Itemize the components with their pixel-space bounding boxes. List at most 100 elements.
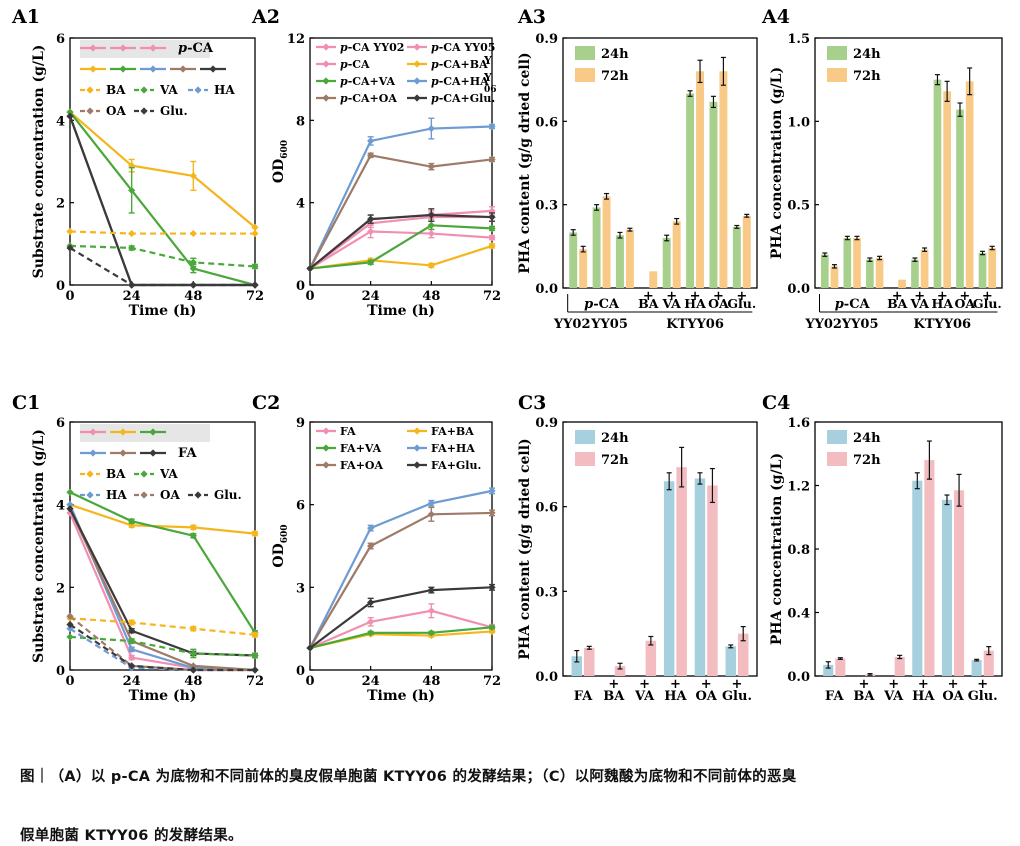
data-point — [66, 633, 74, 641]
data-point — [427, 629, 435, 637]
y-tick-label: 0.0 — [535, 670, 558, 685]
x-tick-label: 0 — [305, 289, 314, 304]
data-point — [427, 163, 435, 171]
category-label: OA — [708, 296, 729, 311]
panel-label-A1: A1 — [11, 6, 40, 28]
legend-overflow-text: Y — [483, 54, 492, 67]
bar — [649, 271, 658, 288]
panel-label-C1: C1 — [12, 392, 40, 414]
y-tick-label: 6 — [296, 499, 305, 514]
data-point — [189, 666, 197, 674]
legend-label-0: FA — [340, 425, 356, 438]
data-point — [427, 229, 435, 238]
legend-marker — [322, 94, 330, 102]
legend-label-72h: 72h — [853, 69, 881, 84]
category-label: BA — [603, 689, 625, 704]
bar — [571, 656, 583, 676]
bar — [737, 633, 749, 676]
bar — [978, 253, 987, 288]
y-tick-label: 0.6 — [535, 501, 558, 516]
category-label: Glu. — [973, 296, 1002, 311]
legend-marker — [86, 491, 94, 499]
legend-label: Glu. — [214, 488, 242, 502]
data-point — [189, 258, 197, 266]
legend-label-24h: 24h — [601, 47, 629, 62]
x-tick-label: 48 — [184, 674, 202, 689]
plus-mark: + — [736, 289, 747, 304]
category-label: VA — [883, 689, 904, 704]
legend-label: VA — [159, 83, 178, 97]
data-point — [128, 186, 136, 194]
data-point — [367, 629, 375, 637]
plot-frame-A1 — [69, 37, 256, 286]
data-point — [189, 523, 197, 531]
data-point — [488, 224, 496, 232]
y-tick-label: 0.0 — [787, 282, 810, 297]
data-point — [189, 649, 197, 658]
bar — [719, 71, 728, 288]
series-line — [69, 491, 256, 634]
y-axis-title-subscript: 600 — [280, 140, 290, 159]
bar — [579, 249, 588, 288]
data-point — [251, 262, 259, 271]
legend-marker — [119, 65, 127, 73]
x-tick-label: 72 — [483, 674, 501, 689]
data-point — [427, 211, 435, 219]
y-tick-label: 0.4 — [787, 607, 810, 622]
data-point — [488, 155, 496, 164]
bar — [625, 229, 634, 288]
bar — [820, 254, 829, 288]
series-line — [309, 586, 493, 649]
legend-marker — [322, 60, 330, 68]
x-tick-label: 48 — [184, 289, 202, 304]
x-axis-title-C2: Time (h) — [367, 688, 435, 704]
plus-mark: + — [982, 289, 993, 304]
data-point — [367, 598, 375, 607]
group-label-yy02: YY02 — [553, 317, 591, 332]
category-label: BA — [853, 689, 875, 704]
y-tick-label: 4 — [56, 499, 65, 514]
data-point — [427, 510, 435, 518]
series-line — [69, 111, 256, 287]
plus-mark: + — [666, 289, 677, 304]
x-tick-label: 0 — [65, 674, 74, 689]
series-p-ca-glu- — [66, 112, 259, 289]
legend-label-72h: 72h — [853, 453, 881, 468]
bar — [988, 248, 997, 288]
group-label-ktyy06: KTYY06 — [666, 317, 724, 332]
data-point — [66, 244, 74, 252]
series-line — [68, 115, 255, 287]
bar — [898, 279, 906, 288]
bar-series-24h — [571, 472, 736, 676]
y-tick-label: 0.5 — [787, 199, 810, 214]
plot-frame-A3 — [562, 37, 758, 289]
legend-marker — [89, 65, 97, 73]
y-tick-label: 1.5 — [787, 32, 810, 47]
data-point — [488, 487, 496, 495]
legend-marker — [140, 107, 148, 115]
bar — [707, 485, 718, 676]
legend-label-0: p-CA YY02 — [340, 41, 404, 54]
plus-mark: + — [888, 677, 899, 692]
series-p-ca-ha — [306, 117, 496, 273]
bar — [933, 79, 942, 289]
data-point — [367, 258, 375, 266]
y-tick-label: 1.0 — [787, 115, 810, 130]
x-tick-label: 48 — [422, 289, 440, 304]
legend-marker — [86, 470, 94, 478]
bar — [954, 490, 965, 676]
legend-label: OA — [106, 104, 126, 118]
plus-mark: + — [859, 677, 870, 692]
category-label: OA — [695, 689, 717, 704]
legend-marker — [149, 65, 157, 73]
data-point — [488, 242, 496, 250]
bar — [971, 660, 982, 676]
data-point — [367, 618, 375, 626]
legend-marker — [179, 65, 187, 73]
category-label: HA — [912, 689, 935, 704]
data-point — [66, 108, 74, 116]
legend-swatch-24h — [575, 46, 595, 60]
data-point — [128, 281, 136, 289]
y-tick-label: 12 — [287, 32, 305, 47]
data-point — [128, 654, 136, 662]
